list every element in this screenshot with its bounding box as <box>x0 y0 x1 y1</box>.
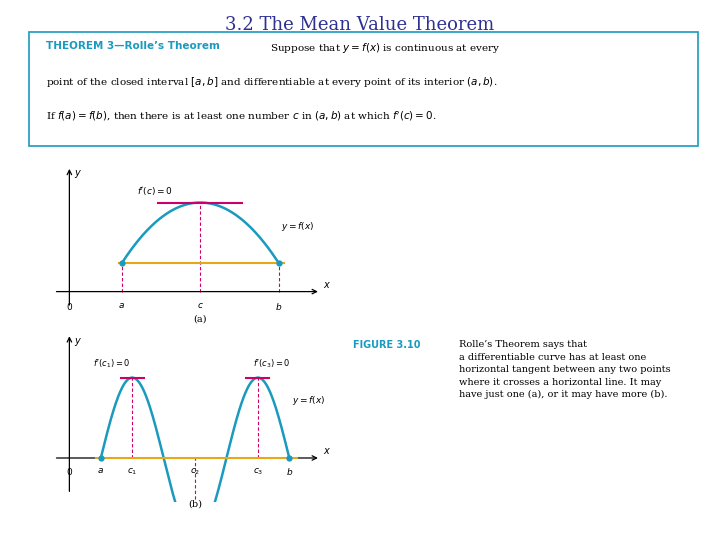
Text: 3.2 The Mean Value Theorem: 3.2 The Mean Value Theorem <box>225 16 495 34</box>
Text: $c$: $c$ <box>197 301 204 310</box>
Text: $y = f(x)$: $y = f(x)$ <box>282 220 315 233</box>
Text: (a): (a) <box>194 314 207 323</box>
Text: point of the closed interval $[a, b]$ and differentiable at every point of its i: point of the closed interval $[a, b]$ an… <box>45 76 497 90</box>
Text: $a$: $a$ <box>97 466 104 475</box>
Text: $0$: $0$ <box>66 466 73 477</box>
Text: Suppose that $y = f(x)$ is continuous at every: Suppose that $y = f(x)$ is continuous at… <box>270 42 500 56</box>
Text: $x$: $x$ <box>323 280 331 290</box>
Text: $b$: $b$ <box>275 301 282 312</box>
Text: $a$: $a$ <box>118 301 125 310</box>
Text: If $f(a) = f(b)$, then there is at least one number $c$ in $(a, b)$ at which $f': If $f(a) = f(b)$, then there is at least… <box>45 110 436 123</box>
Text: $b$: $b$ <box>286 466 293 477</box>
Text: $c_2$: $c_2$ <box>190 466 200 476</box>
Text: $x$: $x$ <box>323 447 331 456</box>
Text: $y$: $y$ <box>73 168 81 180</box>
Text: $f'(c_3) = 0$: $f'(c_3) = 0$ <box>253 357 290 369</box>
Text: $y = f(x)$: $y = f(x)$ <box>292 394 325 407</box>
FancyBboxPatch shape <box>29 32 698 146</box>
Text: $0$: $0$ <box>66 301 73 312</box>
Text: $y$: $y$ <box>73 336 81 348</box>
Text: FIGURE 3.10: FIGURE 3.10 <box>353 340 420 350</box>
Text: $f'(c_1) = 0$: $f'(c_1) = 0$ <box>93 357 130 369</box>
Text: $c_3$: $c_3$ <box>253 466 263 476</box>
Text: Rolle’s Theorem says that
a differentiable curve has at least one
horizontal tan: Rolle’s Theorem says that a differentiab… <box>459 340 670 400</box>
Text: $c_1$: $c_1$ <box>127 466 138 476</box>
Text: $f'(c) = 0$: $f'(c) = 0$ <box>138 185 174 197</box>
Text: (b): (b) <box>188 500 202 509</box>
Text: THEOREM 3—Rolle’s Theorem: THEOREM 3—Rolle’s Theorem <box>45 42 220 51</box>
